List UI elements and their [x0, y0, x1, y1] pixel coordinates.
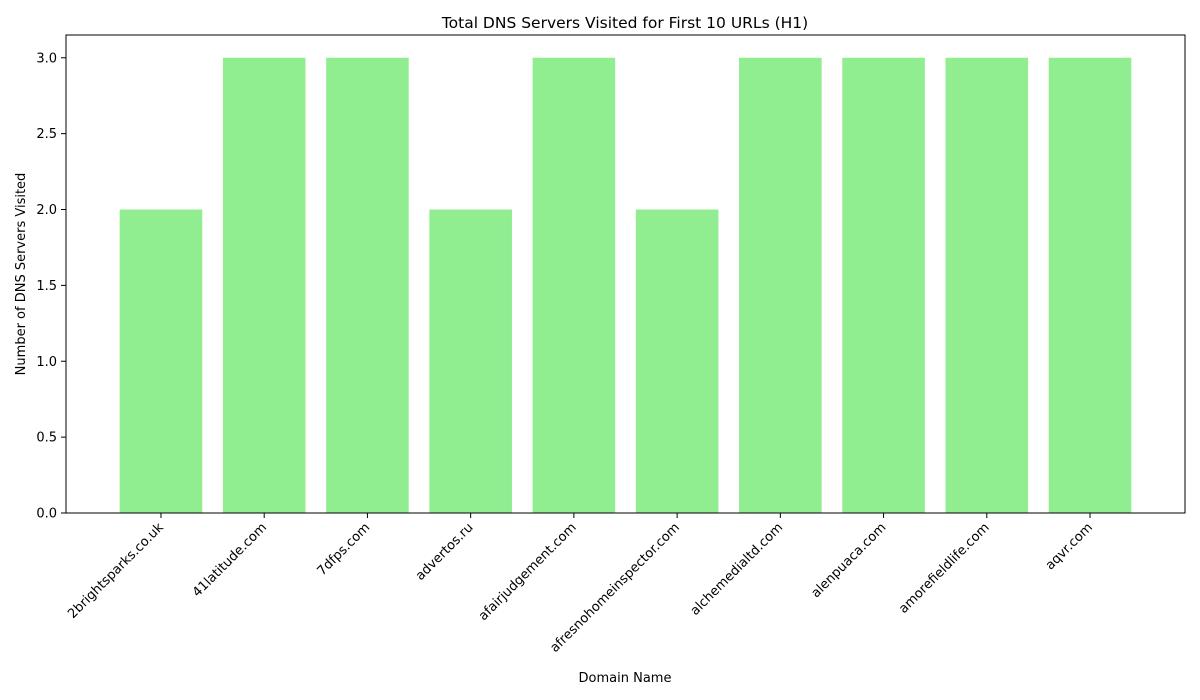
y-tick-label: 3.0: [36, 51, 57, 66]
x-tick-label: amorefieldlife.com: [896, 520, 992, 616]
x-tick-label: alenpuaca.com: [809, 520, 890, 601]
bar-amorefieldlife.com: [945, 57, 1029, 514]
bar-2brightsparks.co.uk: [119, 209, 203, 513]
x-tick-label: alchemedialtd.com: [688, 520, 787, 619]
x-tick-label: afairjudgement.com: [476, 520, 580, 624]
y-tick-label: 2.0: [36, 203, 57, 218]
bar-afairjudgement.com: [532, 57, 616, 514]
y-axis: 0.0 0.5 1.0 1.5 2.0 2.5 3.0: [36, 51, 66, 522]
bar-afresnohomeinspector.com: [635, 209, 719, 513]
y-tick-label: 1.5: [36, 279, 57, 294]
y-tick-label: 1.0: [36, 355, 57, 370]
x-tick-label: 7dfps.com: [315, 520, 374, 579]
x-axis-label: Domain Name: [579, 671, 672, 686]
plot-frame: [65, 34, 1186, 514]
bar-advertos.ru: [429, 209, 512, 513]
y-tick-label: 2.5: [36, 127, 57, 142]
bar-7dfps.com: [326, 57, 409, 514]
bar-alenpuaca.com: [842, 57, 925, 514]
y-tick-label: 0.5: [36, 431, 57, 446]
x-tick-label: advertos.ru: [413, 520, 476, 583]
bar-alchemedialtd.com: [739, 57, 822, 514]
x-tick-label: 41latitude.com: [190, 520, 270, 600]
y-axis-label: Number of DNS Servers Visited: [14, 173, 29, 376]
y-tick-label: 0.0: [36, 507, 57, 522]
x-tick-label: aqvr.com: [1043, 520, 1096, 573]
bar-41latitude.com: [222, 57, 306, 514]
bars-group: [119, 57, 1132, 514]
bar-aqvr.com: [1048, 57, 1132, 514]
x-axis: 2brightsparks.co.uk 41latitude.com 7dfps.c…: [65, 513, 1096, 656]
chart-title: Total DNS Servers Visited for First 10 U…: [441, 14, 808, 32]
x-tick-label: 2brightsparks.co.uk: [65, 520, 167, 622]
